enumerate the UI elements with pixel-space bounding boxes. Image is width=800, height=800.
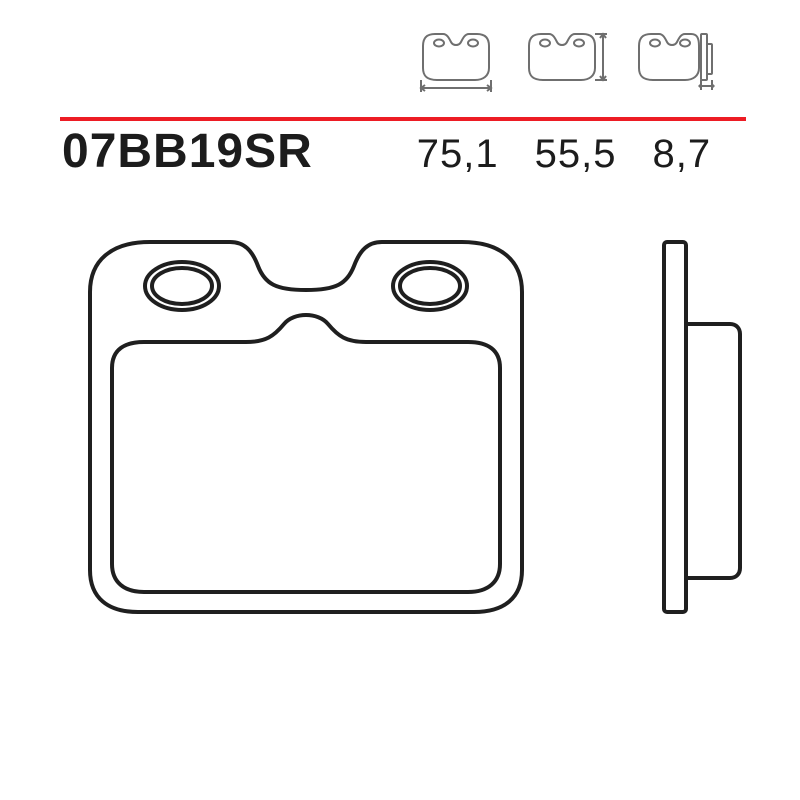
part-number: 07BB19SR (62, 124, 313, 179)
front-view (90, 242, 522, 612)
header-dimension-icons (415, 28, 717, 93)
dim-thickness: 8,7 (653, 132, 712, 177)
drawings (60, 232, 746, 772)
side-view (664, 242, 740, 612)
dim-width: 75,1 (417, 132, 499, 177)
values-row: 07BB19SR 75,1 55,5 8,7 (62, 124, 746, 179)
dimensions: 75,1 55,5 8,7 (417, 132, 711, 177)
height-icon (525, 28, 607, 93)
width-icon (415, 28, 497, 93)
thickness-icon (635, 28, 717, 93)
dim-height: 55,5 (535, 132, 617, 177)
divider-rule (60, 108, 746, 112)
